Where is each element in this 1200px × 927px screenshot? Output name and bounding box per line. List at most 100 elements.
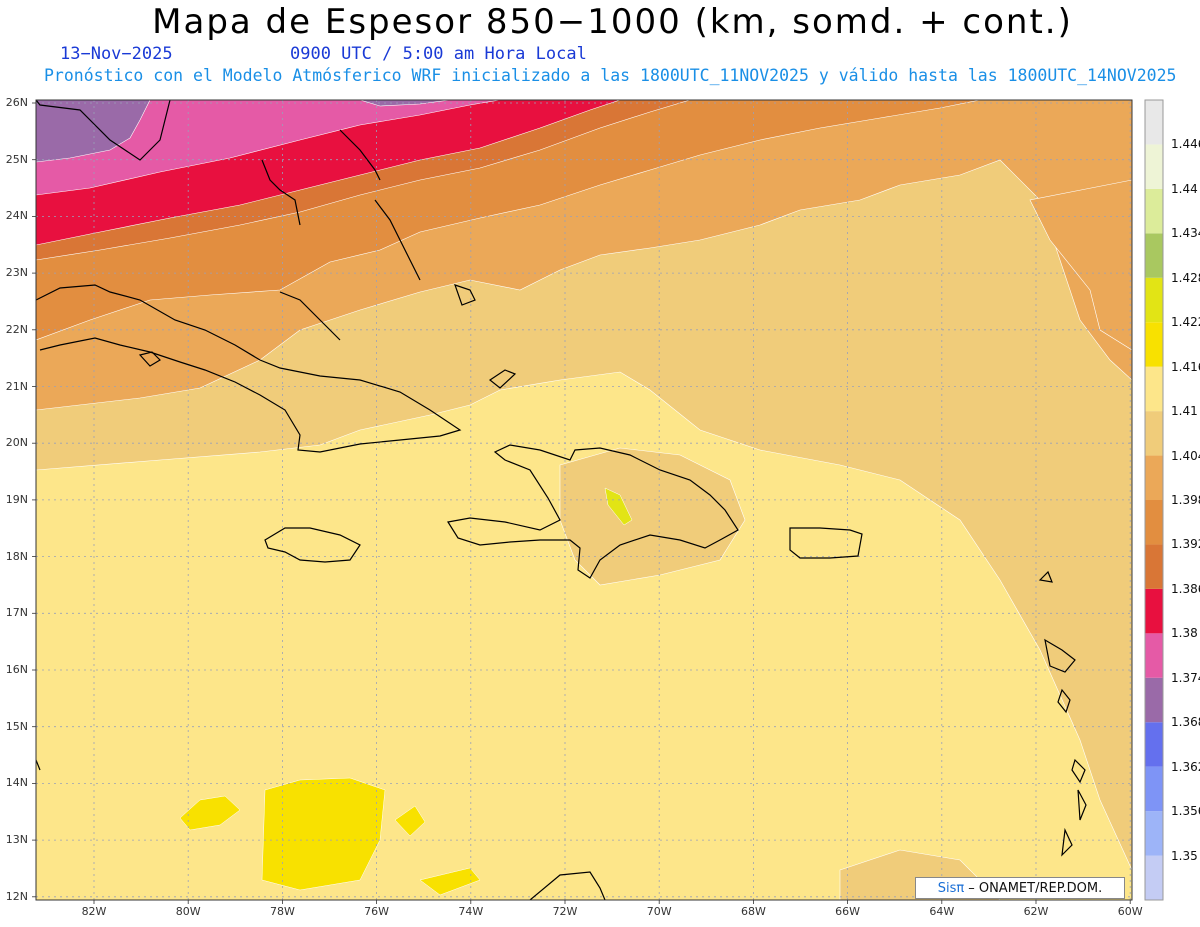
colorbar-swatch-7 — [1145, 544, 1163, 589]
forecast-date: 13−Nov−2025 — [60, 44, 173, 64]
colorbar-level-label: 1.422 — [1171, 315, 1200, 330]
colorbar-swatch-11 — [1145, 366, 1163, 412]
colorbar-swatch-3 — [1145, 722, 1163, 767]
florida-coast — [36, 100, 171, 161]
model-run-info: Pronóstico con el Modelo Atmósferico WRF… — [44, 66, 1177, 85]
lat-label-21n: 21N — [5, 379, 28, 393]
colorbar-level-label: 1.446 — [1171, 137, 1200, 152]
field-magenta — [36, 100, 501, 196]
hispaniola-coast — [447, 444, 739, 579]
bahamas-3 — [374, 199, 421, 281]
colorbar-level-label: 1.41 — [1171, 404, 1198, 419]
antilles-1 — [1038, 570, 1053, 583]
forecast-time: 0900 UTC / 5:00 am Hora Local — [290, 44, 587, 64]
lat-label-16n: 16N — [5, 663, 28, 676]
field-purple — [36, 100, 151, 163]
colorbar-frame — [1144, 99, 1164, 901]
credit-brand: Sisπ — [937, 880, 965, 896]
lat-label-24n: 24N — [5, 209, 28, 223]
antilles-3 — [1057, 688, 1071, 714]
colorbar-level-label: 1.386 — [1171, 581, 1200, 596]
lat-label-13n: 13N — [5, 833, 28, 847]
graticule — [32, 100, 1132, 904]
colorbar-level-label: 1.428 — [1171, 270, 1200, 285]
cuba-coast — [36, 284, 462, 453]
lon-label-74w: 74W — [458, 905, 484, 918]
jamaica-coast — [264, 527, 361, 563]
colorbar-level-label: 1.362 — [1171, 759, 1200, 774]
lat-label-18n: 18N — [5, 549, 28, 563]
venezuela-coast — [529, 871, 606, 900]
bahamas-6 — [279, 291, 341, 341]
field-yellow-5 — [604, 487, 633, 526]
map-title: Mapa de Espesor 850−1000 (km, somd. + co… — [152, 2, 1073, 42]
lon-label-64w: 64W — [929, 905, 955, 918]
coastlines — [36, 100, 1087, 900]
lat-label-23n: 23N — [5, 266, 28, 280]
bahamas-5 — [488, 369, 517, 389]
lon-label-82w: 82W — [81, 905, 107, 918]
lon-label-76w: 76W — [364, 905, 390, 918]
field-yellow-3 — [394, 805, 426, 837]
credit-box: Sisπ – ONAMET/REP.DOM. — [915, 877, 1125, 899]
lat-label-20n: 20N — [5, 436, 28, 450]
field-yellow-4 — [419, 867, 481, 896]
isla-juventud-coast — [138, 351, 161, 367]
colorbar-level-label: 1.374 — [1171, 670, 1200, 685]
lat-label-17n: 17N — [5, 606, 28, 620]
lon-label-70w: 70W — [646, 905, 672, 918]
colorbar-swatch-5 — [1145, 633, 1163, 678]
lat-label-15n: 15N — [5, 719, 28, 733]
lon-label-62w: 62W — [1023, 905, 1049, 918]
lon-label-66w: 66W — [835, 905, 861, 918]
colorbar-level-label: 1.38 — [1171, 626, 1198, 641]
colorbar-swatch-1 — [1145, 811, 1163, 856]
antilles-6 — [1061, 827, 1073, 857]
lat-label-26n: 26N — [5, 96, 28, 109]
lon-label-68w: 68W — [740, 905, 766, 918]
antilles-2 — [1044, 638, 1076, 673]
colorbar-swatch-15 — [1145, 188, 1163, 234]
colorbar-swatch-8 — [1145, 500, 1163, 545]
colorbar-level-label: 1.404 — [1171, 448, 1200, 463]
lat-label-25n: 25N — [5, 152, 28, 166]
field-tan-hispaniola — [559, 447, 746, 586]
colorbar-level-label: 1.356 — [1171, 804, 1200, 819]
colorbar-swatch-9 — [1145, 455, 1163, 500]
lat-label-22n: 22N — [5, 322, 28, 336]
colorbar — [1144, 99, 1164, 901]
colorbar-swatch-13 — [1145, 277, 1163, 323]
lon-label-78w: 78W — [269, 905, 295, 918]
lat-label-14n: 14N — [5, 776, 28, 790]
lon-label-60w: 60W — [1117, 905, 1143, 918]
antilles-5 — [1077, 789, 1087, 821]
puerto-rico-coast — [789, 527, 863, 559]
colorbar-swatch-17 — [1145, 100, 1163, 145]
lon-label-72w: 72W — [552, 905, 578, 918]
shaded-fields — [36, 100, 1132, 900]
colorbar-swatch-6 — [1145, 588, 1163, 634]
antilles-4 — [1071, 758, 1086, 784]
bahamas-4 — [454, 284, 476, 306]
colorbar-level-label: 1.434 — [1171, 226, 1200, 241]
colorbar-level-label: 1.44 — [1171, 181, 1198, 196]
bahamas-2 — [339, 129, 381, 181]
colorbar-level-label: 1.392 — [1171, 537, 1200, 552]
field-yellow-2 — [179, 795, 241, 831]
colombia-coast — [36, 759, 41, 771]
colorbar-swatch-2 — [1145, 766, 1163, 812]
lat-label-19n: 19N — [5, 492, 28, 506]
field-purple-top — [359, 100, 451, 107]
colorbar-level-label: 1.35 — [1171, 848, 1198, 863]
colorbar-level-label: 1.398 — [1171, 493, 1200, 507]
colorbar-swatch-10 — [1145, 411, 1163, 456]
colorbar-level-label: 1.368 — [1171, 715, 1200, 730]
lon-label-80w: 80W — [175, 905, 201, 918]
colorbar-swatch-12 — [1145, 322, 1163, 367]
lat-label-12n: 12N — [5, 889, 28, 903]
map-frame — [35, 99, 1133, 901]
colorbar-swatch-14 — [1145, 233, 1163, 278]
colorbar-level-label: 1.416 — [1171, 359, 1200, 374]
colorbar-swatch-4 — [1145, 677, 1163, 723]
